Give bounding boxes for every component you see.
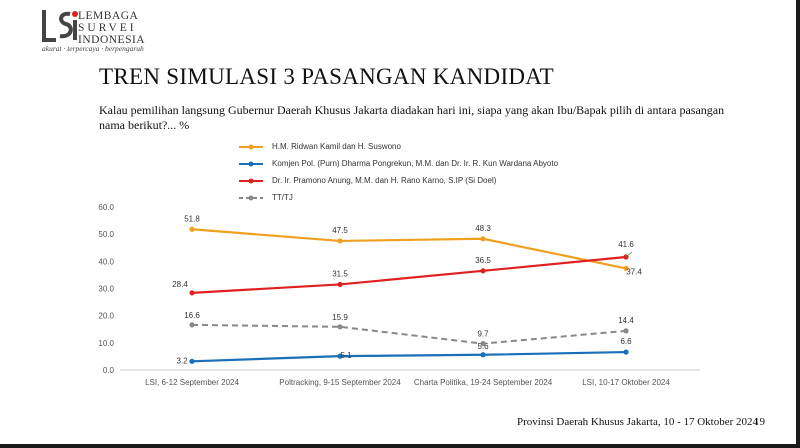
y-tick-label: 60.0 [98, 203, 114, 212]
data-point [337, 353, 343, 359]
y-tick-label: 40.0 [98, 257, 114, 266]
data-label: 28.4 [172, 280, 188, 289]
legend-swatch [239, 144, 263, 149]
data-label: 6.6 [620, 337, 632, 346]
data-point [189, 290, 195, 296]
series-line [191, 255, 627, 294]
data-point [480, 341, 486, 347]
data-label: 15.9 [332, 313, 348, 322]
legend-item: Dr. Ir. Pramono Anung, M.M. dan H. Rano … [238, 172, 558, 189]
legend-item: TT/TJ [238, 189, 558, 206]
legend-swatch-marker [248, 161, 254, 166]
data-point [623, 265, 629, 271]
legend-swatch [239, 195, 263, 200]
legend-swatch-marker [248, 178, 254, 183]
y-tick-label: 50.0 [98, 230, 114, 239]
y-tick-label: 20.0 [98, 312, 114, 321]
data-point [480, 352, 486, 358]
series-line [191, 350, 627, 363]
legend-item: Komjen Pol. (Purn) Dharma Pongrekun, M.M… [238, 155, 558, 172]
data-label: 31.5 [332, 269, 348, 278]
data-label: 37.4 [626, 267, 642, 276]
page-number: 19 [754, 416, 765, 428]
data-label: 36.5 [475, 256, 491, 265]
data-label: 16.6 [184, 311, 200, 320]
legend-item: H.M. Ridwan Kamil dan H. Suswono [238, 138, 558, 155]
y-tick-label: 30.0 [98, 285, 114, 294]
x-tick-label: Poltracking, 9-15 September 2024 [279, 378, 401, 387]
x-tick-label: Charta Politika, 19-24 September 2024 [414, 378, 553, 387]
legend-swatch [239, 161, 263, 166]
data-point [337, 324, 343, 330]
data-label: 41.6 [618, 240, 634, 249]
logo-text: LEMBAGA SURVEI INDONESIA [78, 10, 145, 46]
data-point [623, 349, 629, 355]
legend-swatch-marker [248, 144, 254, 149]
series-line [191, 228, 627, 270]
legend-label: TT/TJ [272, 193, 293, 202]
data-point [480, 268, 486, 274]
series-line [191, 323, 627, 345]
data-point [337, 281, 343, 288]
legend-label: Komjen Pol. (Purn) Dharma Pongrekun, M.M… [272, 159, 559, 168]
y-tick-label: 10.0 [98, 339, 114, 348]
chart-legend: H.M. Ridwan Kamil dan H. Suswono Komjen P… [238, 138, 558, 206]
data-label: 5.1 [340, 351, 352, 360]
logo [40, 8, 220, 56]
legend-label: H.M. Ridwan Kamil dan H. Suswono [272, 142, 401, 151]
data-label: 9.7 [477, 330, 489, 339]
data-point [623, 328, 629, 334]
x-tick-label: LSI, 10-17 Oktober 2024 [582, 378, 670, 387]
data-point [189, 358, 195, 364]
y-tick-label: 0.0 [103, 366, 115, 375]
data-point [480, 236, 486, 242]
data-point [189, 226, 195, 232]
label-leader-line [625, 251, 633, 258]
legend-swatch-marker [248, 195, 254, 200]
data-label: 14.4 [618, 316, 634, 325]
page-title: TREN SIMULASI 3 PASANGAN KANDIDAT [99, 64, 555, 89]
lsi-logo-icon [42, 10, 78, 42]
data-label: 47.5 [332, 226, 348, 235]
data-label: 3.2 [176, 356, 188, 365]
logo-line-3: INDONESIA [78, 34, 146, 46]
data-point [189, 322, 195, 328]
data-point [337, 238, 343, 244]
logo-line-2: SURVEI [78, 22, 137, 34]
x-tick-label: LSI, 6-12 September 2024 [145, 378, 239, 387]
data-label: 51.8 [184, 214, 200, 223]
survey-question: Kalau pemilihan langsung Gubernur Daerah… [99, 103, 725, 132]
logo-tagline: akurat · terpercaya · berpengaruh [42, 44, 144, 53]
data-label: 5.6 [477, 342, 489, 351]
data-label: 48.3 [475, 224, 491, 233]
footer-location-date: Provinsi Daerah Khusus Jakarta, 10 - 17 … [517, 416, 759, 428]
legend-label: Dr. Ir. Pramono Anung, M.M. dan H. Rano … [272, 176, 497, 185]
logo-line-1: LEMBAGA [78, 10, 139, 22]
legend-swatch [239, 178, 263, 183]
